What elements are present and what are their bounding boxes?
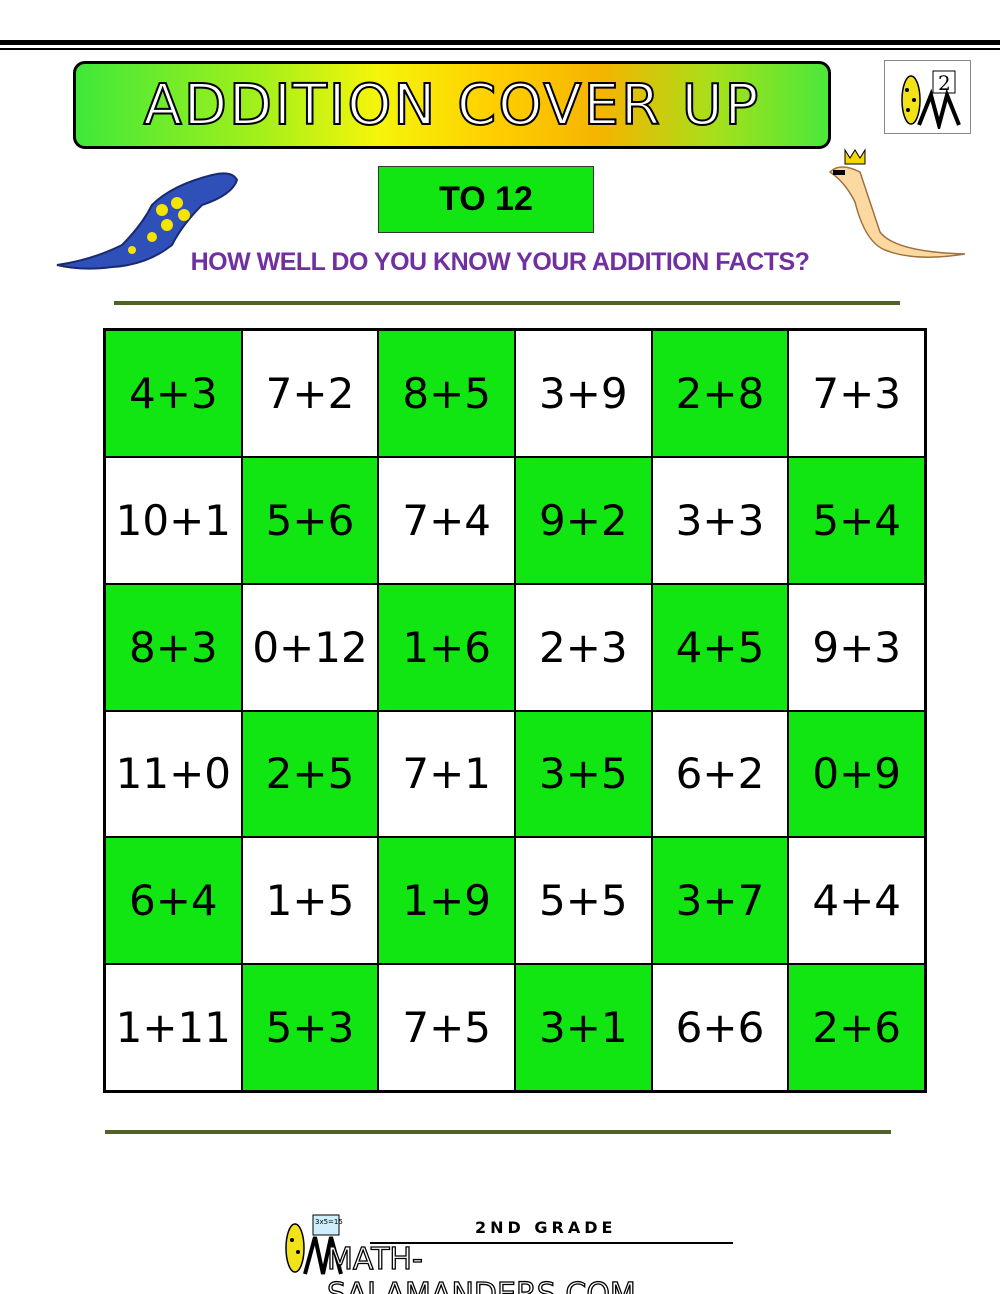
grid-cell[interactable]: 5+6 bbox=[241, 456, 379, 584]
title-banner: ADDITION COVER UP bbox=[73, 61, 831, 149]
grid-cell[interactable]: 3+3 bbox=[651, 456, 789, 584]
grid-cell[interactable]: 9+2 bbox=[515, 456, 652, 584]
grid-cell[interactable]: 7+3 bbox=[788, 330, 925, 457]
grade-label: 2ND GRADE bbox=[475, 1218, 617, 1237]
grid-cell[interactable]: 2+6 bbox=[788, 964, 925, 1091]
grid-cell[interactable]: 5+4 bbox=[788, 456, 925, 584]
grid-cell[interactable]: 6+2 bbox=[651, 710, 789, 838]
grid-cell[interactable]: 4+5 bbox=[651, 583, 789, 711]
grid-cell[interactable]: 2+8 bbox=[651, 330, 789, 457]
cover-up-grid: 4+3 7+2 8+5 3+9 2+8 7+3 10+1 5+6 7+4 9+2 3+3 5+4 8+3… bbox=[103, 328, 927, 1093]
level-label-box: TO 12 bbox=[378, 166, 594, 233]
grid-cell[interactable]: 3+1 bbox=[515, 964, 652, 1091]
grid-cell[interactable]: 3+9 bbox=[515, 330, 652, 457]
grid-cell[interactable]: 10+1 bbox=[105, 456, 242, 584]
grid-cell[interactable]: 7+2 bbox=[241, 330, 379, 457]
divider-top bbox=[114, 301, 900, 305]
footer-logo: 3x5=15 2ND GRADE MATH-SALAMANDERS.COM bbox=[275, 1212, 733, 1294]
grid-cell[interactable]: 5+3 bbox=[241, 964, 379, 1091]
teacher-salamander-icon: 3x5=15 bbox=[285, 1214, 343, 1275]
grid-cell[interactable]: 9+3 bbox=[788, 583, 925, 711]
grid-cell[interactable]: 1+11 bbox=[105, 964, 242, 1091]
blue-salamander-icon bbox=[56, 172, 239, 270]
grid-cell[interactable]: 1+5 bbox=[241, 837, 379, 965]
svg-text:3x5=15: 3x5=15 bbox=[315, 1218, 343, 1226]
grid-cell[interactable]: 7+5 bbox=[378, 964, 515, 1091]
grid-cell[interactable]: 3+5 bbox=[515, 710, 652, 838]
salamander-logo-icon: 2 bbox=[900, 70, 961, 129]
grid-cell[interactable]: 0+12 bbox=[241, 583, 379, 711]
grid-cell[interactable]: 4+3 bbox=[105, 330, 242, 457]
top-rule bbox=[0, 40, 1000, 45]
grid-cell[interactable]: 6+4 bbox=[105, 837, 242, 965]
crowned-salamander-icon bbox=[828, 148, 966, 258]
level-label: TO 12 bbox=[439, 180, 533, 218]
top-rule-thin bbox=[0, 48, 1000, 50]
grid-cell[interactable]: 5+5 bbox=[515, 837, 652, 965]
grid-cell[interactable]: 7+1 bbox=[378, 710, 515, 838]
grid-cell[interactable]: 1+9 bbox=[378, 837, 515, 965]
grid-cell[interactable]: 2+5 bbox=[241, 710, 379, 838]
footer-rule bbox=[370, 1242, 733, 1244]
site-name: MATH-SALAMANDERS.COM bbox=[326, 1241, 636, 1294]
grid-cell[interactable]: 3+7 bbox=[651, 837, 789, 965]
grid-cell[interactable]: 4+4 bbox=[788, 837, 925, 965]
grid-cell[interactable]: 2+3 bbox=[515, 583, 652, 711]
grid-cell[interactable]: 8+5 bbox=[378, 330, 515, 457]
grid-cell[interactable]: 11+0 bbox=[105, 710, 242, 838]
grid-cell[interactable]: 1+6 bbox=[378, 583, 515, 711]
grid-cell[interactable]: 0+9 bbox=[788, 710, 925, 838]
grid-cell[interactable]: 8+3 bbox=[105, 583, 242, 711]
divider-bottom bbox=[105, 1130, 891, 1134]
subtitle: HOW WELL DO YOU KNOW YOUR ADDITION FACTS… bbox=[190, 248, 810, 276]
svg-text:2: 2 bbox=[938, 71, 951, 95]
grid-cell[interactable]: 7+4 bbox=[378, 456, 515, 584]
grid-cell[interactable]: 6+6 bbox=[651, 964, 789, 1091]
page-title: ADDITION COVER UP bbox=[143, 72, 761, 139]
salamander-logo: 2 bbox=[884, 60, 971, 134]
